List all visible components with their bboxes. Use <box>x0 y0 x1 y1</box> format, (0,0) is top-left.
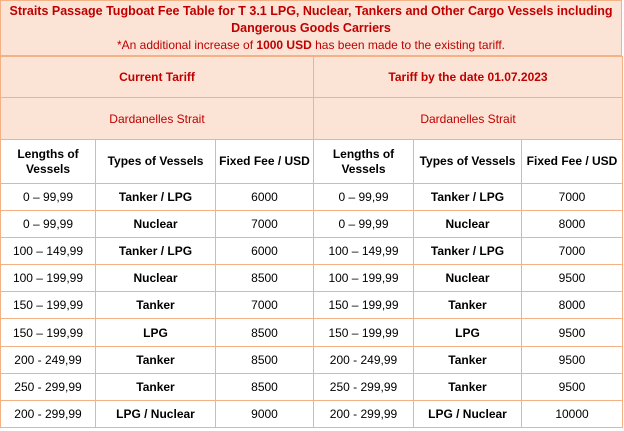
vessel-type-cell: Tanker / LPG <box>95 182 216 212</box>
fixed-fee-cell: 8500 <box>215 372 314 401</box>
table-row: 100 – 199,99 Nuclear 9500 <box>313 264 624 293</box>
document-title: Straits Passage Tugboat Fee Table for T … <box>9 4 613 35</box>
column-header-fee: Fixed Fee / USD <box>520 139 624 184</box>
vessel-length-cell: 150 – 199,99 <box>0 291 96 320</box>
vessel-type-cell: Tanker / LPG <box>413 182 522 212</box>
vessel-type-cell: Tanker <box>95 345 216 374</box>
table-row: 250 - 299,99 Tanker 8500 <box>0 372 314 401</box>
fixed-fee-cell: 9500 <box>520 372 624 401</box>
vessel-length-cell: 250 - 299,99 <box>0 372 96 401</box>
fixed-fee-cell: 9500 <box>520 264 624 293</box>
vessel-length-cell: 200 - 299,99 <box>313 399 414 428</box>
table-row: 0 – 99,99 Nuclear 8000 <box>313 210 624 239</box>
table-row: 200 - 249,99 Tanker 8500 <box>0 345 314 374</box>
current-tariff-table: Current Tariff Dardanelles Strait Length… <box>0 56 314 431</box>
table-row: 150 – 199,99 Tanker 7000 <box>0 291 314 320</box>
vessel-length-cell: 200 - 249,99 <box>313 345 414 374</box>
table-row: 150 – 199,99 LPG 9500 <box>313 318 624 347</box>
tariff-note: *An additional increase of 1000 USD has … <box>1 37 621 53</box>
table-row: 250 - 299,99 Tanker 9500 <box>313 372 624 401</box>
vessel-type-cell: Tanker <box>413 372 522 401</box>
vessel-type-cell: Nuclear <box>413 210 522 239</box>
vessel-length-cell: 200 - 249,99 <box>0 345 96 374</box>
vessel-length-cell: 0 – 99,99 <box>0 182 96 212</box>
vessel-type-cell: LPG <box>413 318 522 347</box>
vessel-length-cell: 0 – 99,99 <box>0 210 96 239</box>
table-row: 200 - 299,99 LPG / Nuclear 10000 <box>313 399 624 428</box>
table-row: 200 - 299,99 LPG / Nuclear 9000 <box>0 399 314 428</box>
vessel-type-cell: Tanker <box>413 345 522 374</box>
fixed-fee-cell: 7000 <box>520 182 624 212</box>
vessel-type-cell: Nuclear <box>95 264 216 293</box>
fixed-fee-cell: 8000 <box>520 210 624 239</box>
fixed-fee-cell: 9500 <box>520 345 624 374</box>
vessel-length-cell: 150 – 199,99 <box>313 318 414 347</box>
vessel-length-cell: 100 – 149,99 <box>0 237 96 266</box>
fixed-fee-cell: 7000 <box>215 210 314 239</box>
vessel-type-cell: Tanker / LPG <box>413 237 522 266</box>
future-tariff-heading: Tariff by the date 01.07.2023 <box>312 56 624 98</box>
fixed-fee-cell: 8500 <box>215 345 314 374</box>
column-header-type: Types of Vessels <box>413 139 522 184</box>
vessel-length-cell: 100 – 199,99 <box>0 264 96 293</box>
table-row: 100 – 199,99 Nuclear 8500 <box>0 264 314 293</box>
fixed-fee-cell: 9000 <box>215 399 314 428</box>
vessel-type-cell: Tanker <box>95 291 216 320</box>
fixed-fee-cell: 10000 <box>520 399 624 428</box>
column-header-length: Lengths of Vessels <box>0 139 96 184</box>
vessel-type-cell: Nuclear <box>413 264 522 293</box>
fixed-fee-cell: 7000 <box>215 291 314 320</box>
table-row: 0 – 99,99 Tanker / LPG 7000 <box>313 182 624 212</box>
vessel-length-cell: 250 - 299,99 <box>313 372 414 401</box>
vessel-type-cell: Nuclear <box>95 210 216 239</box>
title-box: Straits Passage Tugboat Fee Table for T … <box>0 0 622 56</box>
future-strait-heading: Dardanelles Strait <box>312 97 624 140</box>
vessel-type-cell: LPG / Nuclear <box>413 399 522 428</box>
note-prefix: *An additional increase of <box>116 38 257 52</box>
vessel-length-cell: 0 – 99,99 <box>313 182 414 212</box>
fixed-fee-cell: 8500 <box>215 264 314 293</box>
column-header-length: Lengths of Vessels <box>313 139 414 184</box>
future-tariff-table: Tariff by the date 01.07.2023 Dardanelle… <box>312 56 624 431</box>
column-header-type: Types of Vessels <box>95 139 216 184</box>
vessel-length-cell: 100 – 149,99 <box>313 237 414 266</box>
table-row: 200 - 249,99 Tanker 9500 <box>313 345 624 374</box>
vessel-length-cell: 200 - 299,99 <box>0 399 96 428</box>
table-row: 0 – 99,99 Tanker / LPG 6000 <box>0 182 314 212</box>
vessel-length-cell: 0 – 99,99 <box>313 210 414 239</box>
current-tariff-heading: Current Tariff <box>0 56 314 98</box>
column-header-fee: Fixed Fee / USD <box>215 139 314 184</box>
fixed-fee-cell: 7000 <box>520 237 624 266</box>
fixed-fee-cell: 6000 <box>215 182 314 212</box>
fixed-fee-cell: 6000 <box>215 237 314 266</box>
vessel-type-cell: LPG / Nuclear <box>95 399 216 428</box>
table-row: 150 – 199,99 Tanker 8000 <box>313 291 624 320</box>
note-amount: 1000 USD <box>256 38 312 52</box>
table-row: 100 – 149,99 Tanker / LPG 6000 <box>0 237 314 266</box>
vessel-type-cell: Tanker <box>413 291 522 320</box>
current-strait-heading: Dardanelles Strait <box>0 97 314 140</box>
fixed-fee-cell: 8000 <box>520 291 624 320</box>
vessel-length-cell: 150 – 199,99 <box>313 291 414 320</box>
note-suffix: has been made to the existing tariff. <box>311 38 506 52</box>
vessel-type-cell: Tanker / LPG <box>95 237 216 266</box>
fixed-fee-cell: 9500 <box>520 318 624 347</box>
table-row: 150 – 199,99 LPG 8500 <box>0 318 314 347</box>
vessel-length-cell: 100 – 199,99 <box>313 264 414 293</box>
fixed-fee-cell: 8500 <box>215 318 314 347</box>
vessel-type-cell: Tanker <box>95 372 216 401</box>
vessel-length-cell: 150 – 199,99 <box>0 318 96 347</box>
table-row: 100 – 149,99 Tanker / LPG 7000 <box>313 237 624 266</box>
table-row: 0 – 99,99 Nuclear 7000 <box>0 210 314 239</box>
vessel-type-cell: LPG <box>95 318 216 347</box>
